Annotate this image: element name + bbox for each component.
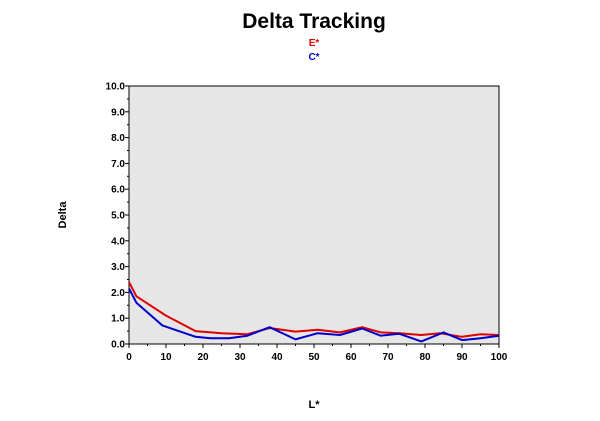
x-tick-label: 70 — [382, 352, 394, 363]
x-tick-label: 60 — [345, 352, 357, 363]
x-tick-label: 80 — [419, 352, 431, 363]
y-tick-label: 10.0 — [106, 82, 126, 93]
legend-entry-e: E* — [309, 38, 320, 49]
y-axis-ticks: 0.0 1.0 2.0 3.0 4.0 5.0 6.0 7.0 8.0 9.0 10.0 — [106, 82, 129, 351]
y-axis-label: Delta — [57, 201, 69, 229]
x-tick-label: 20 — [197, 352, 209, 363]
x-tick-label: 40 — [271, 352, 283, 363]
y-tick-label: 4.0 — [111, 236, 125, 247]
y-tick-label: 1.0 — [111, 314, 125, 325]
y-tick-label: 2.0 — [111, 288, 125, 299]
series-line-c — [128, 288, 500, 343]
y-tick-label: 3.0 — [111, 262, 125, 273]
series-line-e — [128, 281, 500, 338]
series-lines — [128, 281, 500, 343]
x-axis-label: L* — [309, 399, 321, 411]
plot-area — [128, 85, 500, 345]
x-tick-label: 90 — [456, 352, 468, 363]
x-tick-label: 50 — [308, 352, 320, 363]
y-tick-label: 9.0 — [111, 107, 125, 118]
y-tick-label: 5.0 — [111, 211, 125, 222]
y-tick-label: 7.0 — [111, 159, 125, 170]
x-tick-label: 0 — [126, 352, 132, 363]
chart-title: Delta Tracking — [242, 10, 386, 33]
x-axis-ticks: 0 10 20 30 40 50 60 70 80 90 100 — [126, 344, 508, 363]
legend: E* C* — [308, 38, 319, 63]
y-tick-label: 0.0 — [111, 340, 125, 351]
legend-entry-c: C* — [308, 52, 319, 63]
x-tick-label: 10 — [160, 352, 172, 363]
y-tick-label: 8.0 — [111, 133, 125, 144]
x-tick-label: 100 — [491, 352, 508, 363]
y-tick-label: 6.0 — [111, 185, 125, 196]
x-tick-label: 30 — [234, 352, 246, 363]
